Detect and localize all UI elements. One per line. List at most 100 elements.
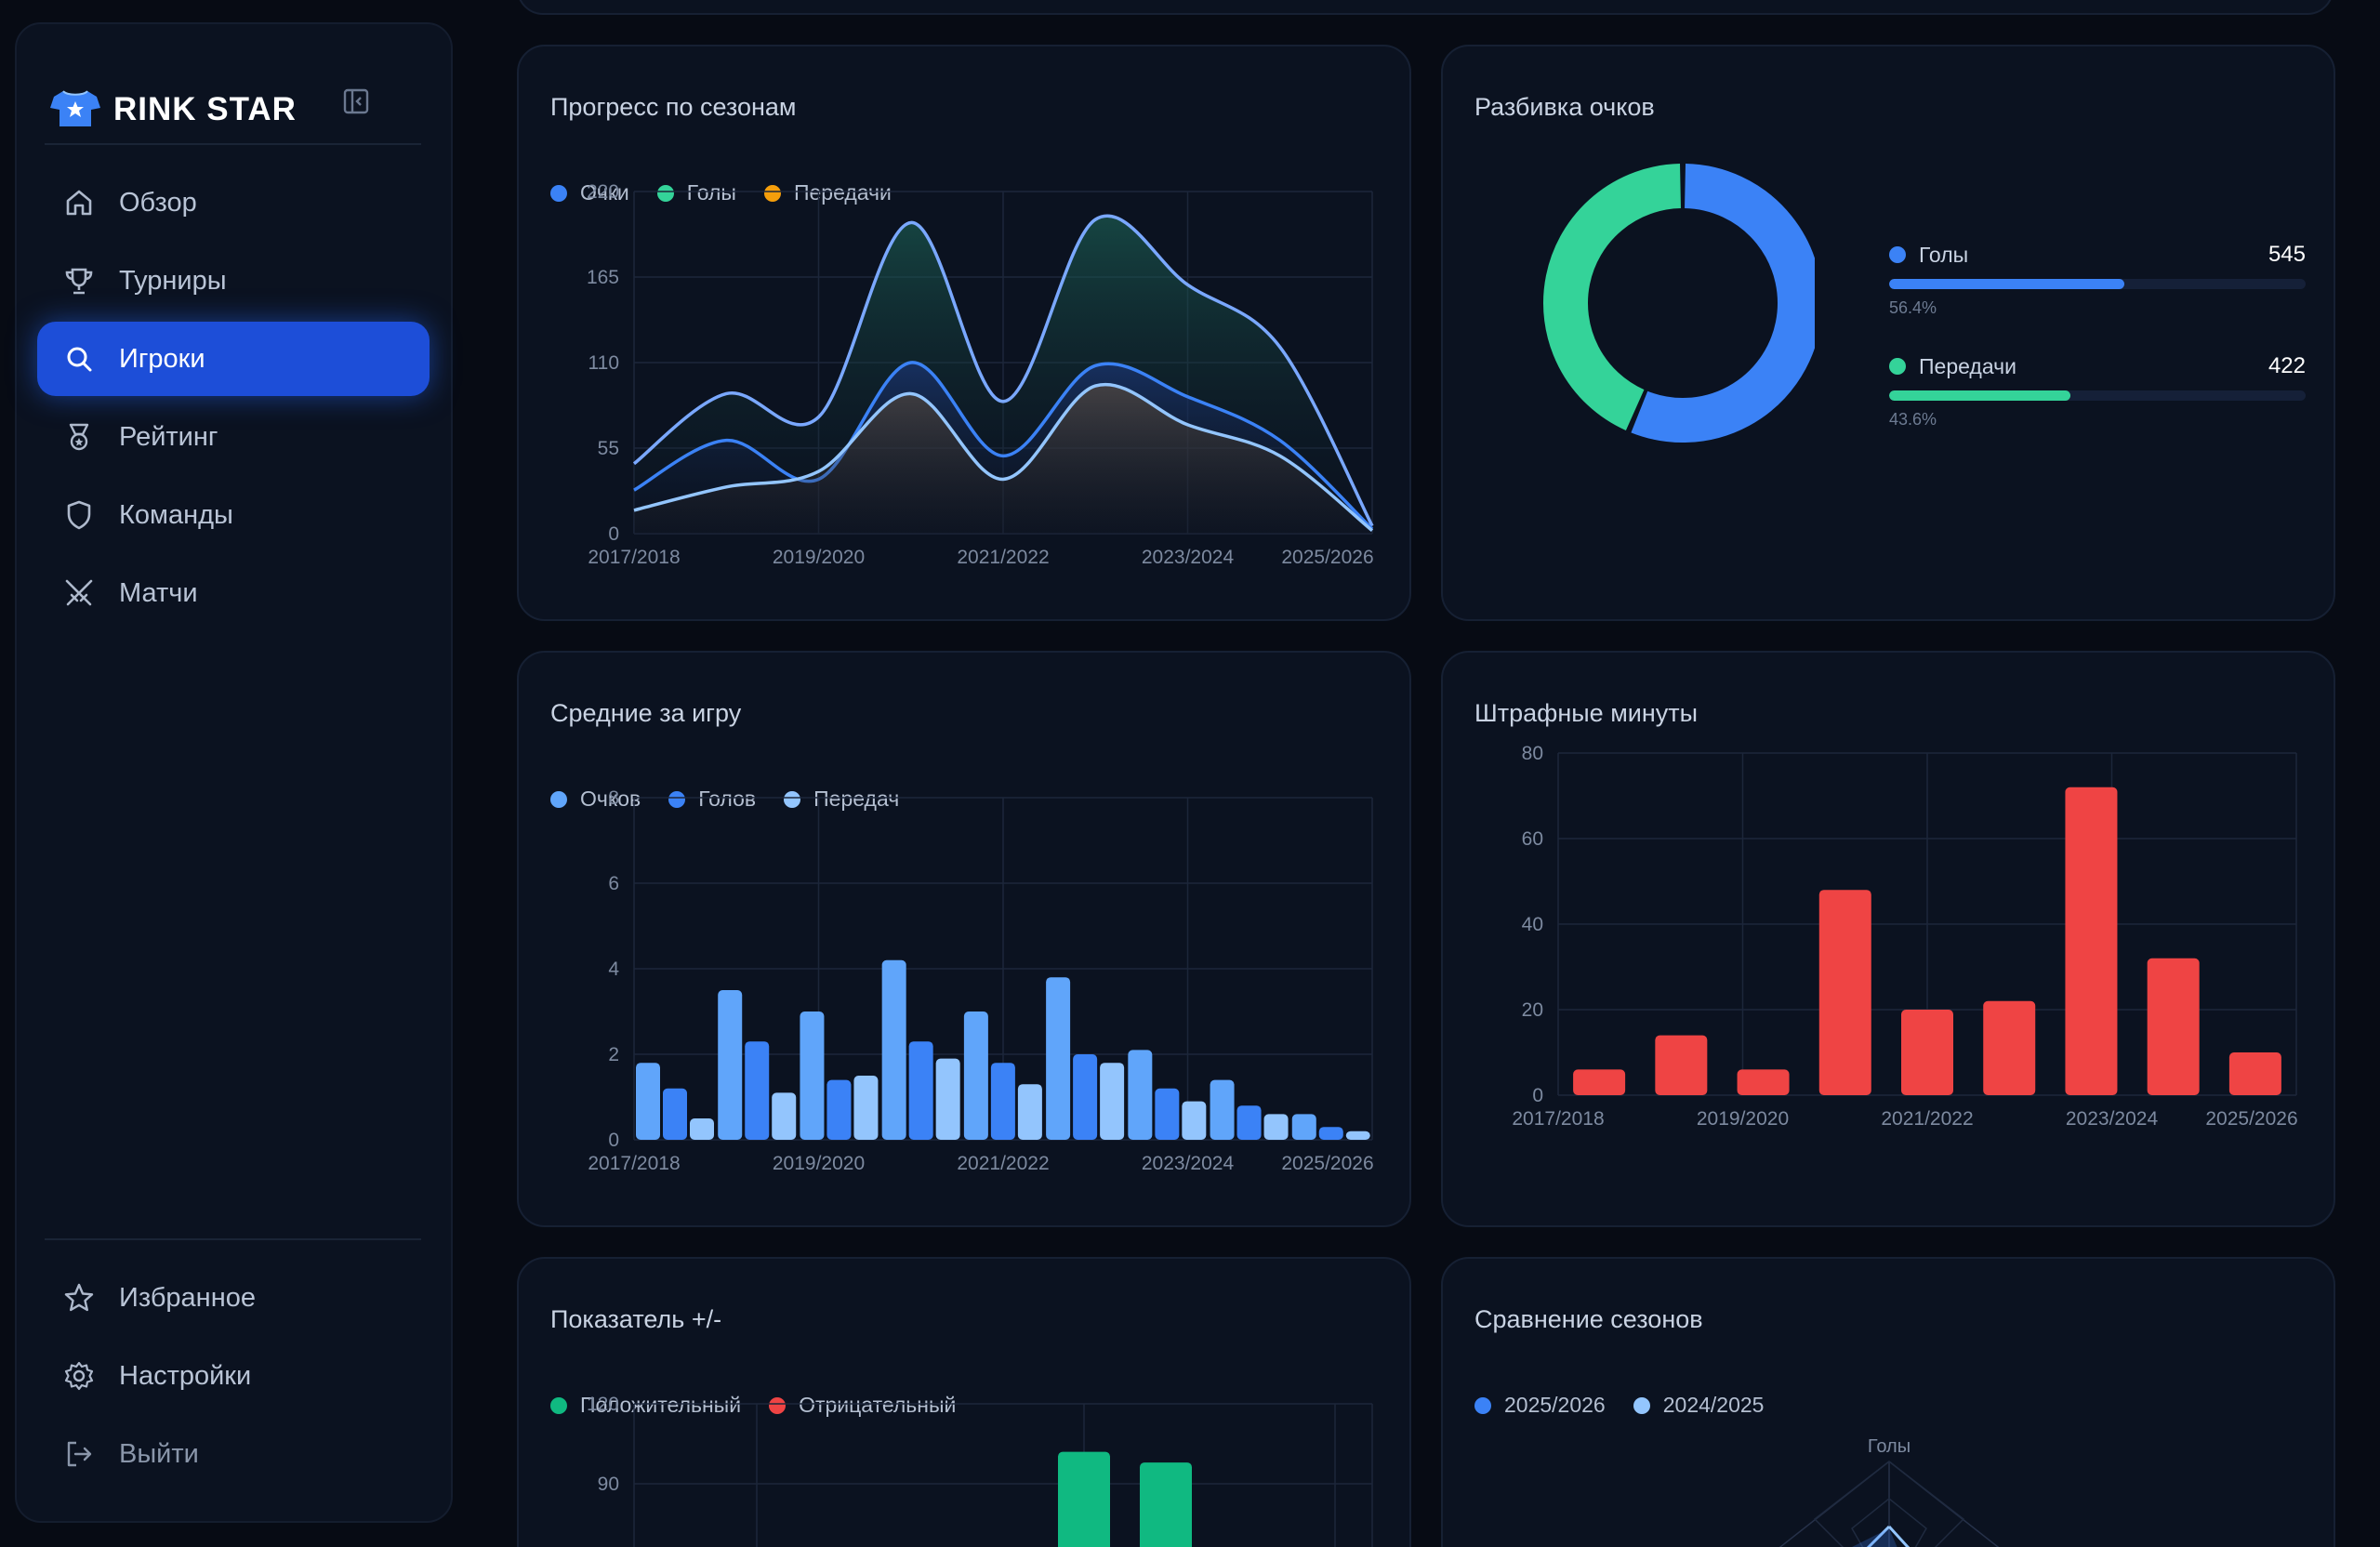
sidebar-item-label: Настройки <box>119 1360 252 1391</box>
chart-legend: Очков Голов Передач <box>550 787 927 812</box>
legend-dot <box>784 790 801 808</box>
chart-legend: 2025/2026 2024/2025 <box>1474 1393 1792 1418</box>
breakdown-percent: 43.6% <box>1889 410 1937 429</box>
bar <box>881 959 906 1140</box>
bar <box>1058 1451 1110 1547</box>
radar-axis-label: Голы <box>1868 1436 1911 1457</box>
sidebar-divider <box>45 1238 421 1240</box>
x-tick-label: 2021/2022 <box>957 547 1049 568</box>
bar <box>1573 1069 1626 1095</box>
card-title: Сравнение сезонов <box>1474 1305 1703 1333</box>
y-tick-label: 220 <box>587 181 619 203</box>
bar <box>745 1041 770 1140</box>
sidebar-item-matches[interactable]: Матчи <box>37 556 430 630</box>
bar <box>1983 1000 2036 1095</box>
series-area <box>634 384 1372 534</box>
legend-item[interactable]: Передач <box>784 787 899 812</box>
x-tick-label: 2017/2018 <box>588 547 680 568</box>
legend-item[interactable]: Отрицательный <box>769 1393 956 1418</box>
top-card <box>517 0 2334 15</box>
sidebar-nav: Обзор Турниры Игроки Рейтинг Команды Мат… <box>37 165 430 634</box>
x-tick-label: 2019/2020 <box>1697 1108 1789 1130</box>
bar <box>718 990 743 1140</box>
jersey-logo-icon <box>48 87 102 133</box>
sidebar-divider <box>45 143 421 145</box>
y-tick-label: 0 <box>608 523 619 545</box>
legend-item[interactable]: Очков <box>550 787 641 812</box>
bar <box>1345 1130 1370 1140</box>
sidebar-item-rating[interactable]: Рейтинг <box>37 400 430 474</box>
y-tick-label: 40 <box>1522 914 1543 935</box>
sidebar-item-tournaments[interactable]: Турниры <box>37 244 430 318</box>
bar <box>826 1079 852 1140</box>
legend-item[interactable]: 2025/2026 <box>1474 1393 1606 1418</box>
bar <box>1182 1101 1207 1140</box>
breakdown-label: Голы <box>1919 242 1969 267</box>
y-tick-label: 55 <box>598 438 619 459</box>
star-icon <box>61 1280 97 1316</box>
sidebar-item-logout[interactable]: Выйти <box>37 1417 430 1491</box>
legend-label: Голов <box>698 787 757 811</box>
radar-series-area <box>1852 1528 1897 1547</box>
legend-item[interactable]: Голы <box>656 180 736 205</box>
bar <box>853 1076 879 1140</box>
bar <box>663 1088 687 1140</box>
bar <box>636 1063 660 1140</box>
bar <box>1073 1054 1098 1140</box>
compare-card: Сравнение сезонов 2025/2026 2024/2025 Го… <box>1441 1257 2335 1547</box>
legend-dot <box>656 184 674 202</box>
breakdown-card: Разбивка очков Голы 545 56.4% Передачи 4… <box>1441 45 2335 621</box>
sidebar-collapse-icon <box>342 87 370 120</box>
sidebar-item-overview[interactable]: Обзор <box>37 165 430 240</box>
bar <box>1737 1069 1790 1095</box>
plusminus-chart: 90 120 <box>587 1394 1373 1547</box>
breakdown-value: 422 <box>2268 353 2306 378</box>
legend-dot <box>1889 246 1906 263</box>
legend-item[interactable]: Передачи <box>763 180 892 205</box>
breakdown-list: Голы 545 56.4% Передачи 422 43.6% <box>1889 242 2306 465</box>
series-line <box>632 214 1374 527</box>
progress-card: Прогресс по сезонам Очки Голы Передачи 0… <box>517 45 1411 621</box>
legend-item[interactable]: 2024/2025 <box>1633 1393 1764 1418</box>
bar <box>1140 1462 1192 1547</box>
x-tick-label: 2023/2024 <box>1142 547 1235 568</box>
y-tick-label: 8 <box>608 787 619 809</box>
legend-label: Передачи <box>793 180 892 205</box>
gear-icon <box>61 1358 97 1394</box>
bar <box>2065 787 2118 1095</box>
legend-label: Отрицательный <box>799 1393 957 1417</box>
sidebar: RINK STAR Обзор Турниры Игроки Рейтинг К… <box>15 22 453 1523</box>
sidebar-item-players[interactable]: Игроки <box>37 322 430 396</box>
legend-item[interactable]: Положительный <box>550 1393 741 1418</box>
sidebar-item-favorites[interactable]: Избранное <box>37 1261 430 1335</box>
card-title: Показатель +/- <box>550 1305 722 1333</box>
legend-label: 2025/2026 <box>1504 1393 1606 1417</box>
x-tick-label: 2025/2026 <box>1281 1153 1373 1174</box>
search-icon <box>61 341 97 377</box>
sidebar-item-teams[interactable]: Команды <box>37 478 430 552</box>
x-tick-label: 2023/2024 <box>1142 1153 1235 1174</box>
legend-label: Передач <box>813 787 900 811</box>
points-donut-chart <box>1543 164 1815 443</box>
plusminus-card: Показатель +/- Положительный Отрицательн… <box>517 1257 1411 1547</box>
bar <box>963 1012 988 1140</box>
y-tick-label: 60 <box>1522 828 1543 850</box>
trophy-icon <box>61 263 97 298</box>
donut-slice <box>1631 164 1815 443</box>
collapse-sidebar-button[interactable] <box>324 71 389 136</box>
legend-item[interactable]: Голов <box>668 787 756 812</box>
legend-dot <box>550 1396 567 1414</box>
breakdown-label: Передачи <box>1919 353 2016 378</box>
bar <box>990 1063 1015 1140</box>
donut-slice <box>1543 164 1682 430</box>
legend-item[interactable]: Очки <box>550 180 629 205</box>
legend-dot <box>550 184 567 202</box>
averages-chart: 0 2 4 6 8 2017/2018 2019/2020 2021/2022 2023/202… <box>588 787 1373 1174</box>
x-tick-label: 2025/2026 <box>1281 547 1373 568</box>
brand-logo[interactable]: RINK STAR <box>48 65 297 154</box>
bar <box>1128 1050 1153 1140</box>
bar <box>1901 1010 1953 1095</box>
sidebar-item-settings[interactable]: Настройки <box>37 1339 430 1413</box>
crossed-swords-icon <box>61 575 97 611</box>
shield-icon <box>61 497 97 533</box>
